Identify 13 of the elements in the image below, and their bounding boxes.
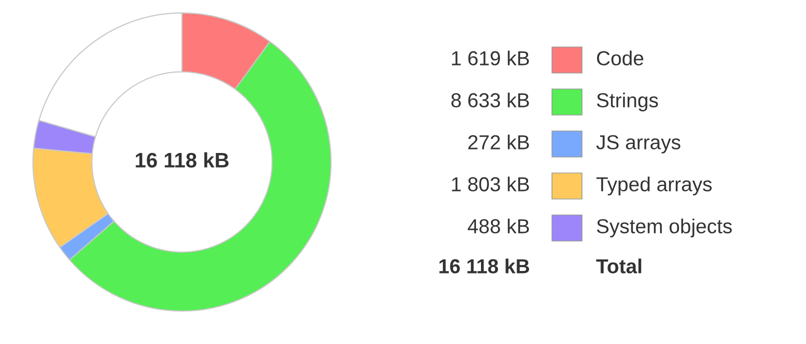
- data-label: 8 633 kB: [451, 92, 529, 108]
- data-label: 1 803 kB: [452, 176, 529, 192]
- data-label: 488 kB: [468, 218, 529, 234]
- text: 16 118 kB: [439, 258, 530, 274]
- text: Total: [596, 258, 642, 274]
- legend-label: System objects: [596, 218, 732, 238]
- legend-label: Typed arrays: [596, 176, 712, 196]
- legend-label: Code: [597, 50, 644, 66]
- data-label: 1 619 kB: [452, 50, 529, 66]
- data-label: 272 kB: [468, 134, 529, 150]
- text: 16 118 kB: [136, 152, 229, 168]
- legend-label: JS arrays: [596, 135, 680, 154]
- legend-label: Strings: [596, 92, 658, 112]
